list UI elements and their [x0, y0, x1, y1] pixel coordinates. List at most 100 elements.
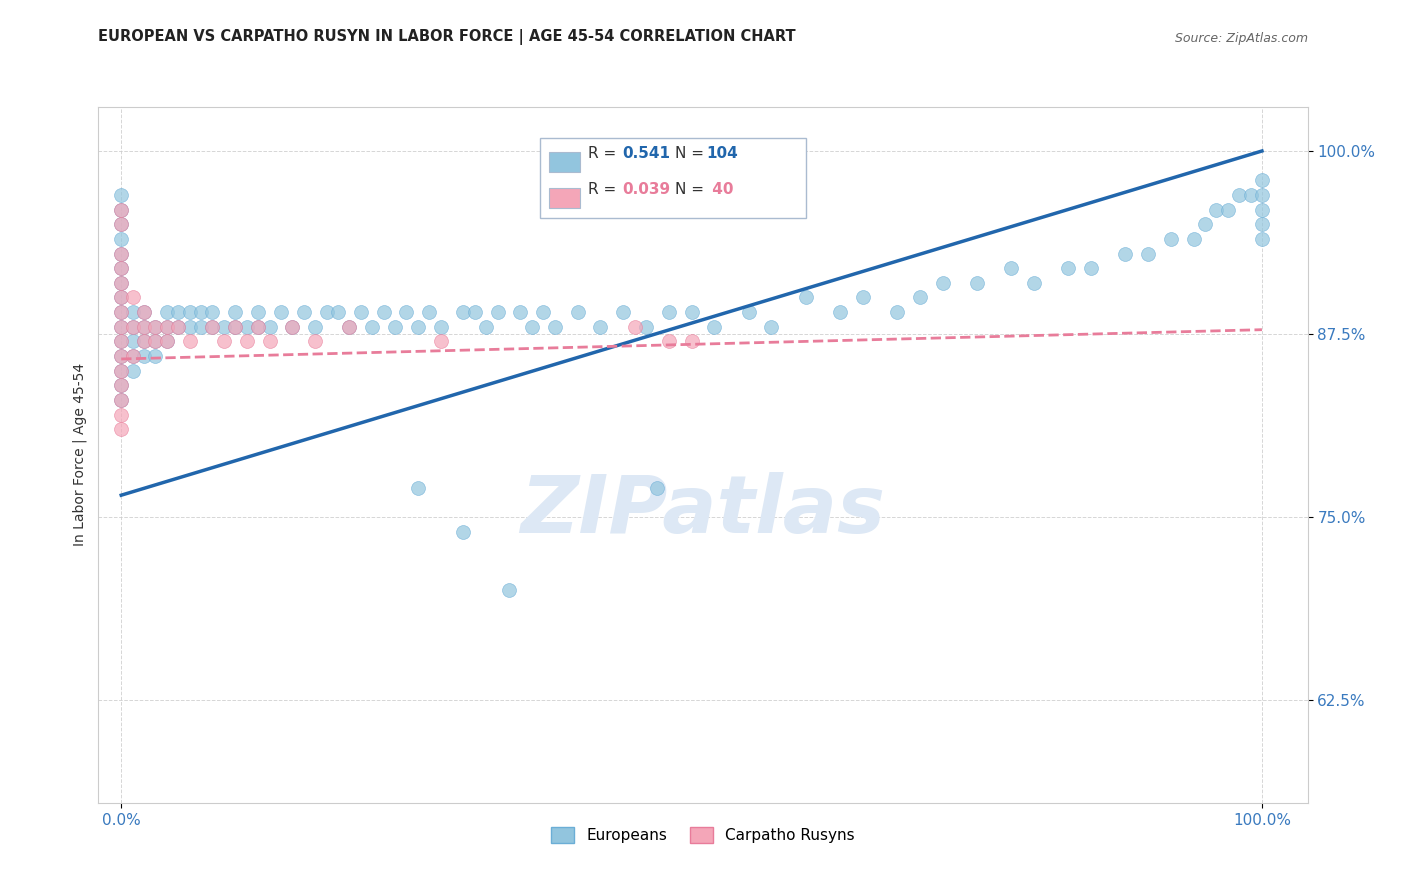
Point: [1114, 246, 1136, 260]
Point: [121, 290, 143, 304]
Point: [567, 305, 589, 319]
Point: [1251, 232, 1274, 246]
Point: [110, 378, 132, 392]
Point: [110, 290, 132, 304]
Point: [201, 305, 224, 319]
Point: [190, 305, 212, 319]
Point: [1251, 217, 1274, 231]
Point: [121, 349, 143, 363]
Point: [145, 319, 167, 334]
Point: [350, 305, 373, 319]
Point: [1194, 217, 1216, 231]
Point: [110, 305, 132, 319]
Point: [179, 305, 201, 319]
Point: [384, 319, 406, 334]
Point: [110, 305, 132, 319]
Point: [337, 319, 360, 334]
Point: [132, 349, 155, 363]
Point: [110, 392, 132, 407]
Point: [1251, 173, 1274, 187]
Point: [361, 319, 384, 334]
Point: [121, 334, 143, 349]
Point: [1239, 188, 1261, 202]
Point: [270, 305, 292, 319]
Point: [429, 319, 451, 334]
Point: [132, 305, 155, 319]
Text: N =: N =: [675, 146, 704, 161]
Point: [259, 319, 281, 334]
Point: [121, 319, 143, 334]
Point: [110, 290, 132, 304]
Point: [1080, 261, 1102, 276]
FancyBboxPatch shape: [540, 138, 806, 219]
Point: [509, 305, 531, 319]
Point: [1227, 188, 1250, 202]
Point: [681, 305, 703, 319]
Point: [464, 305, 486, 319]
Point: [110, 422, 132, 436]
Point: [658, 334, 681, 349]
Point: [235, 319, 257, 334]
Point: [110, 261, 132, 276]
Point: [212, 319, 235, 334]
Point: [110, 246, 132, 260]
Point: [544, 319, 567, 334]
Point: [337, 319, 360, 334]
Y-axis label: In Labor Force | Age 45-54: In Labor Force | Age 45-54: [73, 363, 87, 547]
Point: [110, 319, 132, 334]
Text: 0.039: 0.039: [621, 182, 671, 196]
Point: [156, 305, 179, 319]
Point: [224, 319, 246, 334]
Point: [235, 334, 257, 349]
Point: [406, 319, 429, 334]
Point: [145, 319, 167, 334]
Point: [304, 334, 326, 349]
Point: [531, 305, 554, 319]
Point: [156, 319, 179, 334]
Text: EUROPEAN VS CARPATHO RUSYN IN LABOR FORCE | AGE 45-54 CORRELATION CHART: EUROPEAN VS CARPATHO RUSYN IN LABOR FORC…: [98, 29, 796, 45]
Point: [110, 392, 132, 407]
Point: [132, 334, 155, 349]
Point: [281, 319, 304, 334]
Point: [681, 334, 703, 349]
Point: [315, 305, 337, 319]
Point: [110, 319, 132, 334]
Point: [1251, 188, 1274, 202]
Point: [110, 202, 132, 217]
Point: [1160, 232, 1182, 246]
Point: [658, 305, 681, 319]
Point: [794, 290, 817, 304]
Point: [156, 334, 179, 349]
Point: [132, 319, 155, 334]
Text: 40: 40: [707, 182, 733, 196]
Point: [1136, 246, 1159, 260]
Point: [589, 319, 612, 334]
Point: [1057, 261, 1080, 276]
Point: [167, 305, 190, 319]
Text: R =: R =: [588, 146, 621, 161]
Point: [179, 334, 201, 349]
FancyBboxPatch shape: [550, 153, 579, 172]
Point: [498, 583, 520, 598]
Point: [292, 305, 315, 319]
Text: R =: R =: [588, 182, 621, 196]
Point: [110, 276, 132, 290]
Point: [110, 334, 132, 349]
Point: [247, 319, 270, 334]
Point: [145, 334, 167, 349]
Point: [406, 481, 429, 495]
Point: [453, 305, 475, 319]
Point: [737, 305, 759, 319]
FancyBboxPatch shape: [550, 188, 579, 208]
Point: [121, 319, 143, 334]
Point: [156, 334, 179, 349]
Point: [110, 334, 132, 349]
Point: [326, 305, 349, 319]
Point: [281, 319, 304, 334]
Point: [132, 305, 155, 319]
Legend: Europeans, Carpatho Rusyns: Europeans, Carpatho Rusyns: [544, 820, 862, 851]
Point: [179, 319, 201, 334]
Point: [167, 319, 190, 334]
Point: [612, 305, 634, 319]
Point: [453, 524, 475, 539]
